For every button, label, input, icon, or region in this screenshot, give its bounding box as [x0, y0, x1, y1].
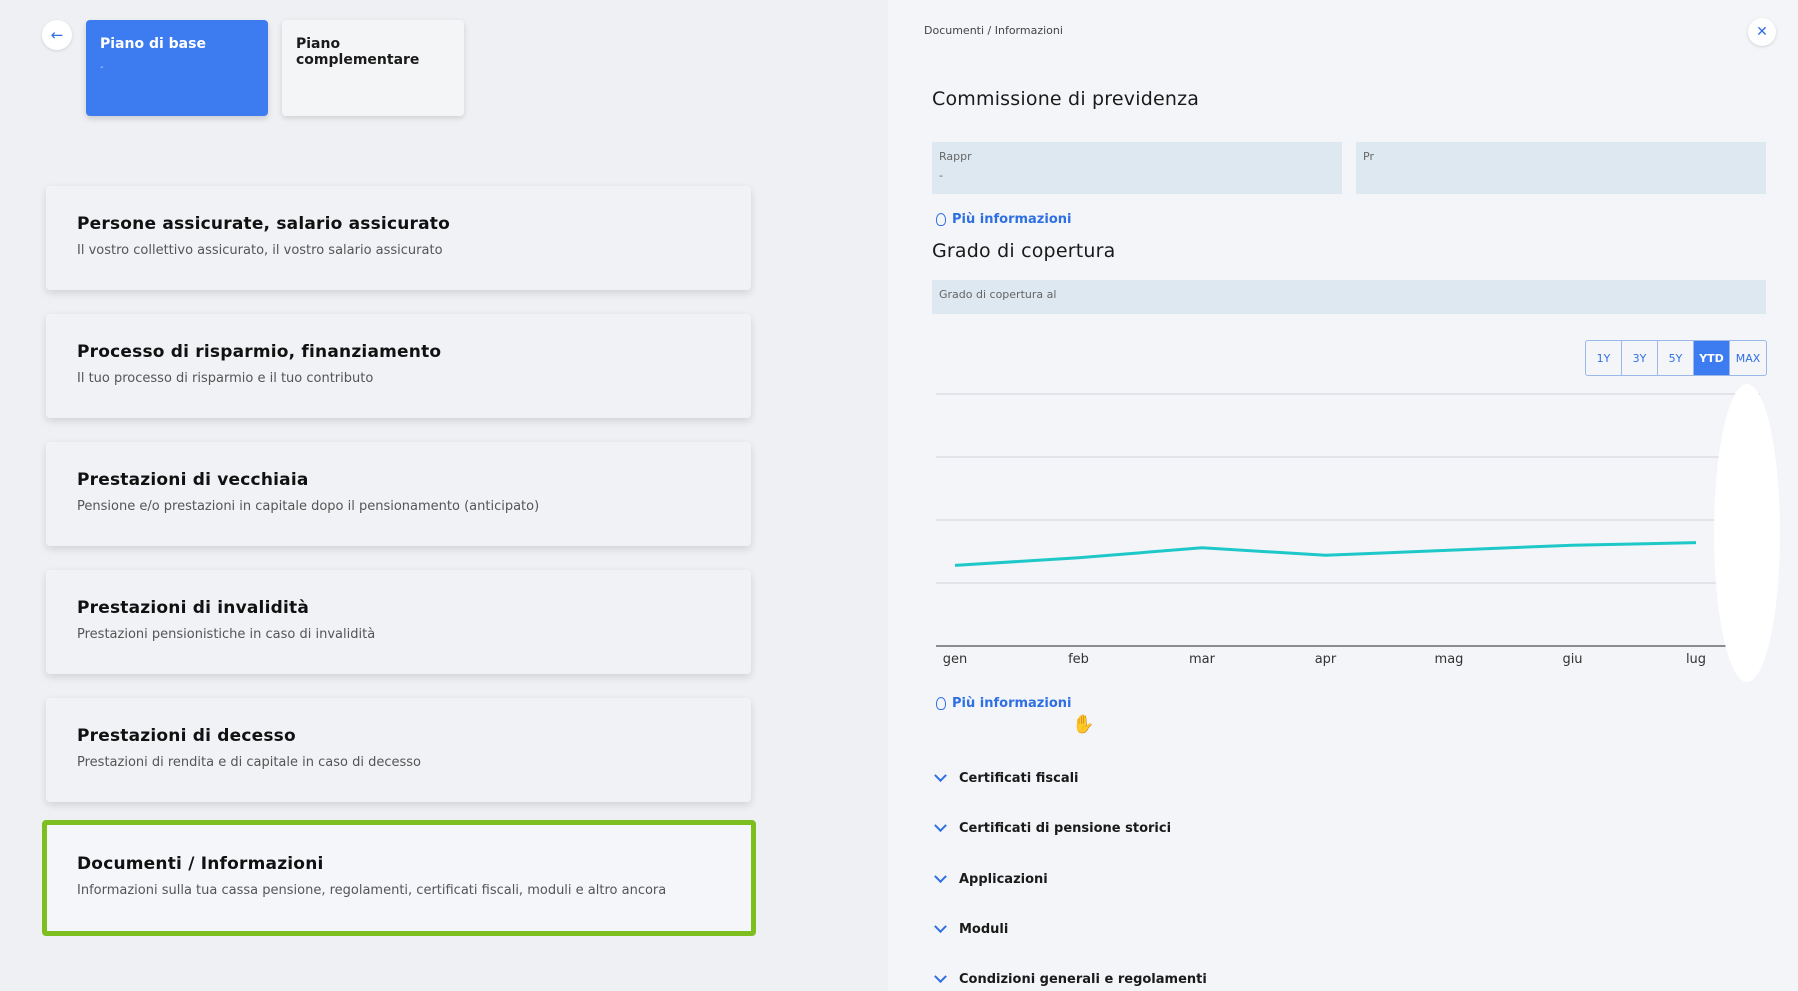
field-label: Grado di copertura al [939, 288, 1057, 301]
card-title: Prestazioni di vecchiaia [77, 470, 309, 490]
chart-series [954, 541, 1697, 567]
range-ytd-button[interactable]: YTD [1694, 341, 1730, 375]
link-label: Più informazioni [952, 212, 1072, 227]
chevron-down-icon [934, 970, 947, 984]
card-persone-assicurate[interactable]: Persone assicurate, salario assicurato I… [46, 186, 751, 290]
field-value: - [939, 169, 943, 182]
detail-pane: Documenti / Informazioni ✕ Commissione d… [888, 0, 1798, 991]
x-tick-label: apr [1315, 652, 1337, 667]
accordion-moduli[interactable]: Moduli [934, 920, 1009, 937]
breadcrumb: Documenti / Informazioni [924, 24, 1063, 37]
card-description: Informazioni sulla tua cassa pensione, r… [77, 883, 667, 898]
card-prestazioni-decesso[interactable]: Prestazioni di decesso Prestazioni di re… [46, 698, 751, 802]
more-info-link[interactable]: Più informazioni [936, 212, 1071, 227]
card-documenti-informazioni[interactable]: Documenti / Informazioni Informazioni su… [42, 820, 756, 936]
tab-label: Piano di base [100, 36, 206, 52]
x-tick-label: feb [1068, 652, 1089, 667]
chart-grid [936, 393, 1760, 647]
coverage-line [954, 541, 1697, 567]
x-tick-label: lug [1686, 652, 1706, 667]
arrow-left-icon: ← [50, 26, 64, 44]
card-title: Persone assicurate, salario assicurato [77, 214, 451, 234]
link-label: Più informazioni [952, 696, 1072, 711]
back-button[interactable]: ← [42, 20, 72, 50]
field-label: Rappr [939, 150, 972, 163]
chevron-down-icon [934, 769, 947, 783]
commission-title: Commissione di previdenza [932, 88, 1200, 110]
chevron-down-icon [934, 920, 947, 934]
range-5y-button[interactable]: 5Y [1658, 341, 1694, 375]
card-title: Prestazioni di invalidità [77, 598, 309, 618]
range-3y-button[interactable]: 3Y [1622, 341, 1658, 375]
commission-field-2: Pr [1356, 142, 1766, 194]
tab-label: Piano complementare [296, 36, 420, 68]
hand-cursor-icon: ✋ [1072, 714, 1095, 735]
card-description: Il vostro collettivo assicurato, il vost… [77, 243, 443, 258]
lightbulb-icon [936, 213, 946, 226]
tab-piano-di-base[interactable]: Piano di base - [86, 20, 268, 116]
range-selector: 1Y 3Y 5Y YTD MAX [1585, 340, 1767, 376]
commission-field-1: Rappr - [932, 142, 1342, 194]
redaction-ellipse [1714, 384, 1780, 682]
more-info-link-chart[interactable]: Più informazioni [936, 696, 1071, 711]
range-max-button[interactable]: MAX [1735, 351, 1761, 365]
range-1y-button[interactable]: 1Y [1586, 341, 1622, 375]
accordion-certificati-fiscali[interactable]: Certificati fiscali [934, 769, 1079, 786]
plan-pane: ← Piano di base - Piano complementare Pe… [0, 0, 888, 991]
coverage-title: Grado di copertura [932, 240, 1116, 262]
card-title: Documenti / Informazioni [77, 854, 324, 874]
card-title: Prestazioni di decesso [77, 726, 296, 746]
coverage-chart: gen feb mar apr mag giu lug [936, 393, 1760, 667]
chevron-down-icon [934, 819, 947, 833]
accordion-label: Moduli [959, 922, 1009, 937]
x-tick-label: giu [1562, 652, 1582, 667]
x-tick-label: mar [1189, 652, 1216, 667]
accordion-label: Applicazioni [959, 872, 1048, 887]
coverage-date-field: Grado di copertura al [932, 280, 1766, 314]
x-tick-label: gen [943, 652, 968, 667]
accordion-label: Certificati di pensione storici [959, 821, 1172, 836]
tab-piano-complementare[interactable]: Piano complementare [282, 20, 464, 116]
card-description: Prestazioni pensionistiche in caso di in… [77, 627, 376, 642]
accordion-certificati-storici[interactable]: Certificati di pensione storici [934, 819, 1172, 836]
accordion-label: Condizioni generali e regolamenti [959, 972, 1207, 987]
close-button[interactable]: ✕ [1748, 18, 1776, 46]
tab-sub: - [100, 62, 104, 73]
accordion-condizioni-generali[interactable]: Condizioni generali e regolamenti [934, 970, 1207, 987]
x-tick-label: mag [1435, 652, 1464, 667]
card-description: Prestazioni di rendita e di capitale in … [77, 755, 421, 770]
field-label: Pr [1363, 150, 1374, 163]
card-prestazioni-vecchiaia[interactable]: Prestazioni di vecchiaia Pensione e/o pr… [46, 442, 751, 546]
chart-x-labels: gen feb mar apr mag giu lug [943, 652, 1706, 667]
lightbulb-icon [936, 697, 946, 710]
accordion-applicazioni[interactable]: Applicazioni [934, 870, 1048, 887]
accordion-label: Certificati fiscali [959, 771, 1079, 786]
card-description: Pensione e/o prestazioni in capitale dop… [77, 499, 540, 514]
chevron-down-icon [934, 870, 947, 884]
card-prestazioni-invalidita[interactable]: Prestazioni di invalidità Prestazioni pe… [46, 570, 751, 674]
card-processo-risparmio[interactable]: Processo di risparmio, finanziamento Il … [46, 314, 751, 418]
card-description: Il tuo processo di risparmio e il tuo co… [77, 371, 374, 386]
close-icon: ✕ [1756, 24, 1768, 40]
card-title: Processo di risparmio, finanziamento [77, 342, 442, 362]
